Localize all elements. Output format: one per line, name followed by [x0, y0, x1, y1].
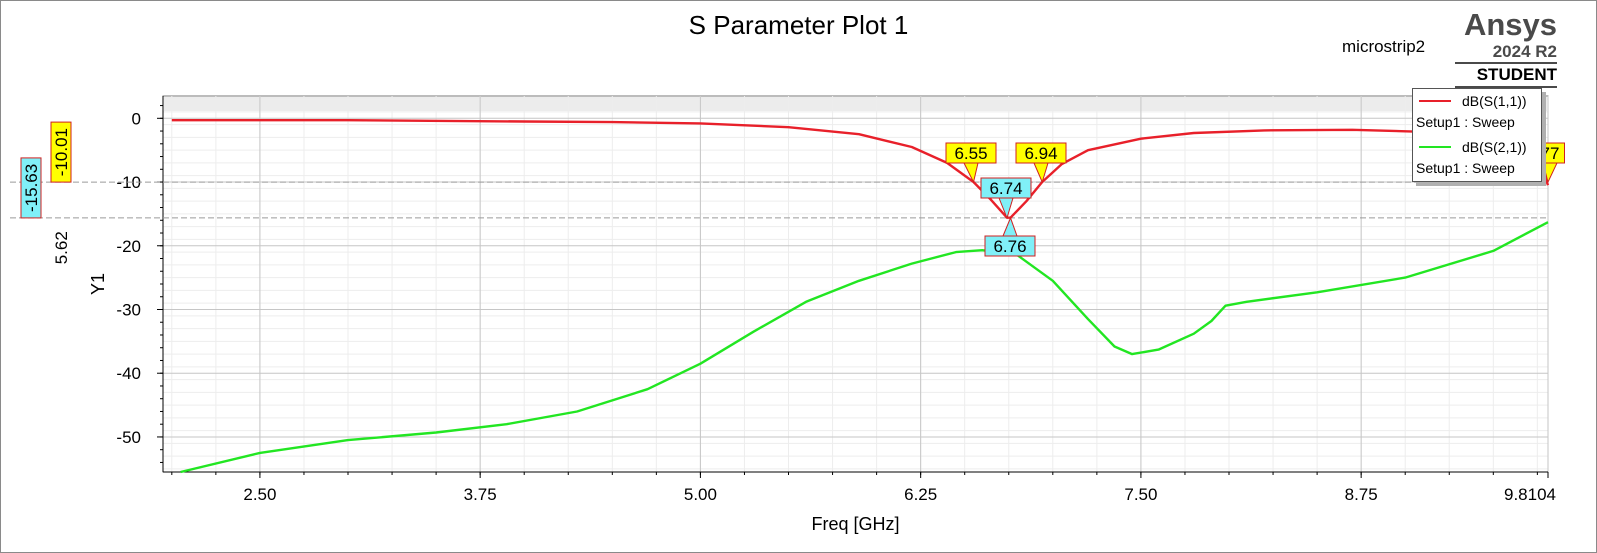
marker-box [20, 157, 42, 219]
y-axis-label: Y1 [88, 273, 108, 295]
delta-value: 5.62 [52, 231, 71, 264]
y-tick-label: -50 [116, 428, 141, 447]
x-tick-label: 9.8104 [1504, 485, 1556, 504]
legend-entry[interactable]: dB(S(1,1)) [1413, 89, 1541, 112]
legend-setup-label: Setup1 : Sweep [1416, 114, 1515, 130]
design-name: microstrip2 [1342, 37, 1426, 56]
x-tick-label: 7.50 [1124, 485, 1157, 504]
x-tick-label: 6.25 [904, 485, 937, 504]
legend-setup: Setup1 : Sweep [1413, 112, 1541, 135]
x-marker[interactable]: 6.74 [980, 177, 1032, 220]
marker-box [1015, 142, 1067, 164]
legend-swatch [1419, 100, 1451, 102]
plot-title: S Parameter Plot 1 [688, 10, 909, 40]
ansys-logo: Ansys 2024 R2 STUDENT [1455, 8, 1557, 88]
grid [163, 96, 1549, 472]
marker-label: 6.94 [1024, 144, 1057, 163]
marker-reference-lines [10, 181, 1548, 219]
delta-readout: 5.62 [52, 231, 71, 264]
legend-entry[interactable]: dB(S(2,1)) [1413, 135, 1541, 158]
marker-label: -15.63 [22, 164, 41, 212]
plot-area[interactable] [162, 95, 1549, 473]
marker-label: 6.74 [989, 179, 1022, 198]
x-tick-label: 2.50 [243, 485, 276, 504]
markers: 6.55 6.94 77 6.74 6.76 -10.01 -15.63 5.62 [20, 121, 1565, 264]
marker-label: 6.76 [993, 237, 1026, 256]
marker-box [980, 177, 1032, 199]
x-tick-label: 5.00 [684, 485, 717, 504]
legend-series-name: dB(S(2,1)) [1462, 139, 1527, 155]
legend[interactable]: dB(S(1,1)) Setup1 : Sweep dB(S(2,1)) Set… [1412, 88, 1542, 182]
marker-label: -10.01 [52, 128, 71, 176]
marker-box [50, 121, 72, 183]
marker-box [984, 235, 1036, 257]
y-tick-label: -40 [116, 364, 141, 383]
y-tick-label: -20 [116, 237, 141, 256]
y-tick-label: -30 [116, 300, 141, 319]
marker-label: 6.55 [954, 144, 987, 163]
y-marker[interactable]: -15.63 [20, 157, 42, 219]
brand-edition: STUDENT [1455, 64, 1557, 88]
x-marker[interactable]: 6.94 [1015, 142, 1067, 184]
plot-background[interactable] [162, 95, 1549, 473]
brand-name: Ansys [1463, 7, 1557, 42]
plot-header-band [164, 97, 1547, 111]
legend-swatch [1419, 146, 1451, 148]
y-marker[interactable]: -10.01 [50, 121, 72, 183]
legend-setup: Setup1 : Sweep [1413, 158, 1541, 181]
x-tick-label: 8.75 [1345, 485, 1378, 504]
legend-series-name: dB(S(1,1)) [1462, 93, 1527, 109]
y-tick-label: 0 [132, 109, 141, 128]
x-marker[interactable]: 6.76 [984, 216, 1036, 257]
marker-label: 77 [1541, 144, 1560, 163]
brand-version: 2024 R2 [1455, 42, 1557, 64]
marker-box [945, 142, 997, 164]
x-axis-label: Freq [GHz] [811, 514, 899, 534]
x-tick-label: 3.75 [464, 485, 497, 504]
x-marker[interactable]: 6.55 [945, 142, 997, 184]
legend-setup-label: Setup1 : Sweep [1416, 160, 1515, 176]
x-marker[interactable]: 77 [1535, 142, 1565, 184]
